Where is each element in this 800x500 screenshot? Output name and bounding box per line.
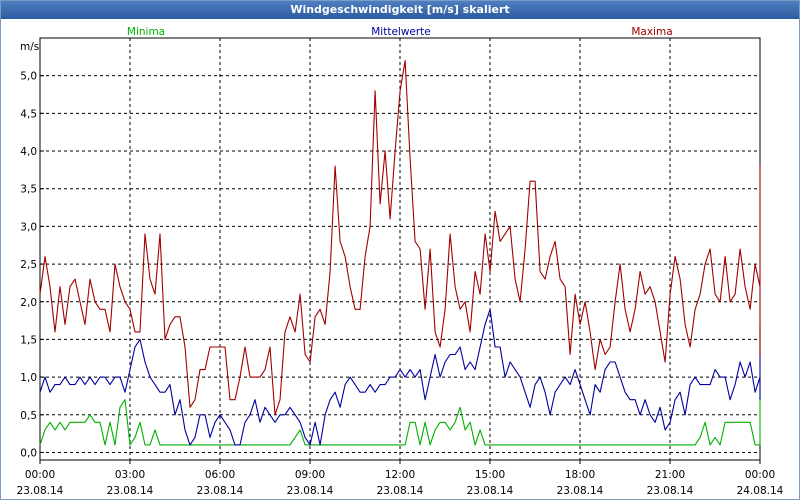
x-tick-time: 12:00: [385, 469, 415, 481]
x-tick-date: 23.08.14: [287, 485, 334, 497]
y-tick-label: 1,5: [20, 334, 37, 346]
y-tick-label: 4,5: [20, 108, 37, 120]
x-tick-date: 23.08.14: [17, 485, 64, 497]
x-tick-date: 24.08.14: [737, 485, 784, 497]
x-axis-ticks: 00:00 23.08.14 03:00 23.08.14 06:00 23.08.14 0…: [17, 460, 784, 497]
series-line-maxima: [39, 60, 761, 416]
y-tick-label: 3,0: [20, 221, 37, 233]
series-lines: [39, 60, 761, 446]
legend-mittelwerte: Mittelwerte: [371, 26, 431, 38]
y-tick-label: 2,0: [20, 297, 37, 309]
y-tick-label: 0,0: [20, 447, 37, 459]
x-tick-time: 00:00: [745, 469, 775, 481]
x-tick-time: 06:00: [205, 469, 235, 481]
x-tick-date: 23.08.14: [377, 485, 424, 497]
y-tick-label: 1,0: [20, 372, 37, 384]
x-tick-time: 09:00: [295, 469, 325, 481]
y-tick-label: 5,0: [20, 71, 37, 83]
x-tick-time: 18:00: [565, 469, 595, 481]
y-axis-label: m/s: [20, 41, 39, 53]
y-tick-label: 4,0: [20, 146, 37, 158]
x-tick-time: 03:00: [115, 469, 145, 481]
x-tick-date: 23.08.14: [197, 485, 244, 497]
x-tick-date: 23.08.14: [647, 485, 694, 497]
y-tick-label: 3,5: [20, 184, 37, 196]
x-tick-date: 23.08.14: [107, 485, 154, 497]
x-tick-date: 23.08.14: [557, 485, 604, 497]
x-tick-date: 23.08.14: [467, 485, 514, 497]
y-tick-label: 2,5: [20, 259, 37, 271]
window-title: Windgeschwindigkeit [m/s] skaliert: [1, 1, 799, 19]
y-axis-ticks: 0,0 0,5 1,0 1,5 2,0 2,5 3,0 3,5 4,0 4,5 5,0: [20, 71, 44, 459]
x-tick-time: 21:00: [655, 469, 685, 481]
x-tick-time: 15:00: [475, 469, 505, 481]
legend: Minima Mittelwerte Maxima: [127, 26, 673, 38]
x-tick-time: 00:00: [25, 469, 55, 481]
y-tick-label: 0,5: [20, 410, 37, 422]
legend-minima: Minima: [127, 26, 165, 38]
legend-maxima: Maxima: [631, 26, 672, 38]
